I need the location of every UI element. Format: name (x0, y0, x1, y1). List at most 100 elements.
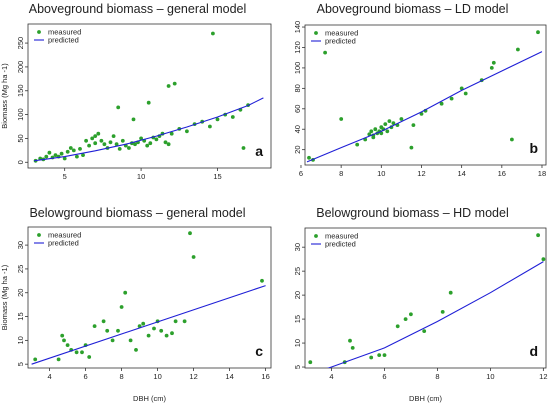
measured-point (166, 84, 171, 88)
legend-label-predicted: predicted (325, 37, 356, 46)
measured-point (541, 257, 546, 262)
plot-frame (27, 23, 272, 169)
x-tick-label: 14 (225, 372, 233, 381)
measured-point (114, 142, 119, 147)
measured-point (399, 117, 404, 121)
x-tick-label: 6 (382, 372, 386, 381)
measured-point (387, 119, 392, 123)
measured-point (448, 290, 453, 295)
measured-point (60, 333, 65, 338)
measured-point (173, 319, 178, 324)
legend-label-predicted: predicted (48, 36, 79, 45)
measured-point (449, 96, 454, 101)
measured-point (78, 147, 82, 151)
measured-point (53, 153, 58, 158)
chart-title: Aboveground biomass – general model (29, 2, 247, 16)
y-tick-label: 50 (16, 134, 25, 142)
y-tick-label: 30 (293, 243, 302, 251)
measured-point (536, 30, 540, 35)
x-tick-label: 16 (498, 169, 506, 178)
measured-point (33, 357, 38, 362)
chart-belowground-hd: Belowground biomass – HD model 4 6 8 10 12 5 10… (293, 206, 548, 403)
measured-point (116, 105, 121, 110)
chart-belowground-general: Belowground biomass – general model 4 6 8 10… (0, 206, 272, 403)
x-tick-label: 10 (377, 169, 385, 178)
measured-point (369, 355, 374, 360)
legend-label-predicted: predicted (48, 239, 79, 248)
measured-point (117, 147, 122, 151)
y-tick-label: 100 (293, 62, 302, 75)
y-tick-label: 10 (16, 336, 25, 344)
measured-point (439, 101, 444, 106)
measured-point (323, 50, 327, 55)
y-tick-label: 150 (16, 84, 25, 97)
measured-point (164, 333, 169, 338)
measured-point (120, 138, 125, 143)
measured-point (382, 353, 387, 357)
measured-point (348, 338, 352, 343)
x-tick-label: 4 (48, 372, 52, 381)
x-tick-label: 14 (457, 169, 465, 178)
y-tick-label: 80 (293, 84, 302, 92)
measured-point (59, 151, 64, 156)
measured-point (166, 142, 171, 147)
x-tick-label: 10 (486, 372, 494, 381)
measured-point (211, 31, 215, 36)
y-tick-label: 5 (16, 362, 25, 366)
measured-point (47, 150, 52, 155)
legend-label-predicted: predicted (325, 240, 356, 249)
measured-point (241, 146, 246, 150)
measured-point (146, 333, 151, 338)
x-tick-label: 15 (213, 172, 221, 181)
measured-point (182, 319, 187, 324)
chart-aboveground-general: Aboveground biomass – general model 5 10 15… (0, 2, 272, 181)
measured-point (170, 331, 174, 336)
measured-point (152, 326, 156, 331)
measured-point (491, 60, 496, 65)
x-tick-label: 12 (417, 169, 425, 178)
measured-point (145, 143, 150, 148)
panel-letter: d (529, 343, 538, 359)
measured-point (369, 129, 374, 134)
measured-point (395, 324, 400, 329)
measured-point (208, 124, 212, 129)
plot-frame (304, 227, 547, 369)
x-tick-label: 10 (153, 372, 161, 381)
y-tick-label: 15 (293, 315, 302, 323)
x-tick-label: 5 (63, 172, 67, 181)
measured-point (188, 231, 192, 236)
x-tick-label: 6 (299, 169, 303, 178)
measured-point (90, 136, 95, 141)
plot-area (306, 30, 543, 163)
measured-point (377, 353, 382, 357)
measured-point (510, 137, 514, 142)
measured-point (92, 324, 97, 328)
y-tick-label: 200 (16, 61, 25, 74)
predicted-line (34, 97, 264, 162)
measured-point (133, 142, 137, 147)
measured-point (339, 117, 344, 121)
measured-point (80, 350, 84, 355)
x-tick-label: 6 (84, 372, 88, 381)
measured-point (409, 312, 413, 317)
y-tick-label: 25 (16, 265, 25, 273)
measured-point (84, 138, 88, 143)
x-tick-label: 18 (538, 169, 546, 178)
measured-point (93, 141, 98, 146)
legend-marker-measured (314, 234, 318, 238)
plot-area (308, 233, 546, 368)
measured-point (93, 134, 98, 139)
measured-point (172, 81, 177, 86)
panel-d: Belowground biomass – HD model 4 6 8 10 12 5 10… (275, 204, 550, 408)
y-axis-label: Biomass (Mg ha -1) (0, 63, 9, 129)
measured-point (87, 355, 92, 359)
measured-point (81, 153, 85, 158)
measured-point (411, 123, 416, 127)
measured-point (126, 146, 131, 150)
y-tick-label: 20 (16, 289, 25, 297)
x-tick-label: 12 (189, 372, 197, 381)
measured-point (101, 319, 106, 324)
measured-point (123, 290, 128, 295)
measured-point (128, 338, 133, 343)
measured-point (111, 134, 116, 139)
